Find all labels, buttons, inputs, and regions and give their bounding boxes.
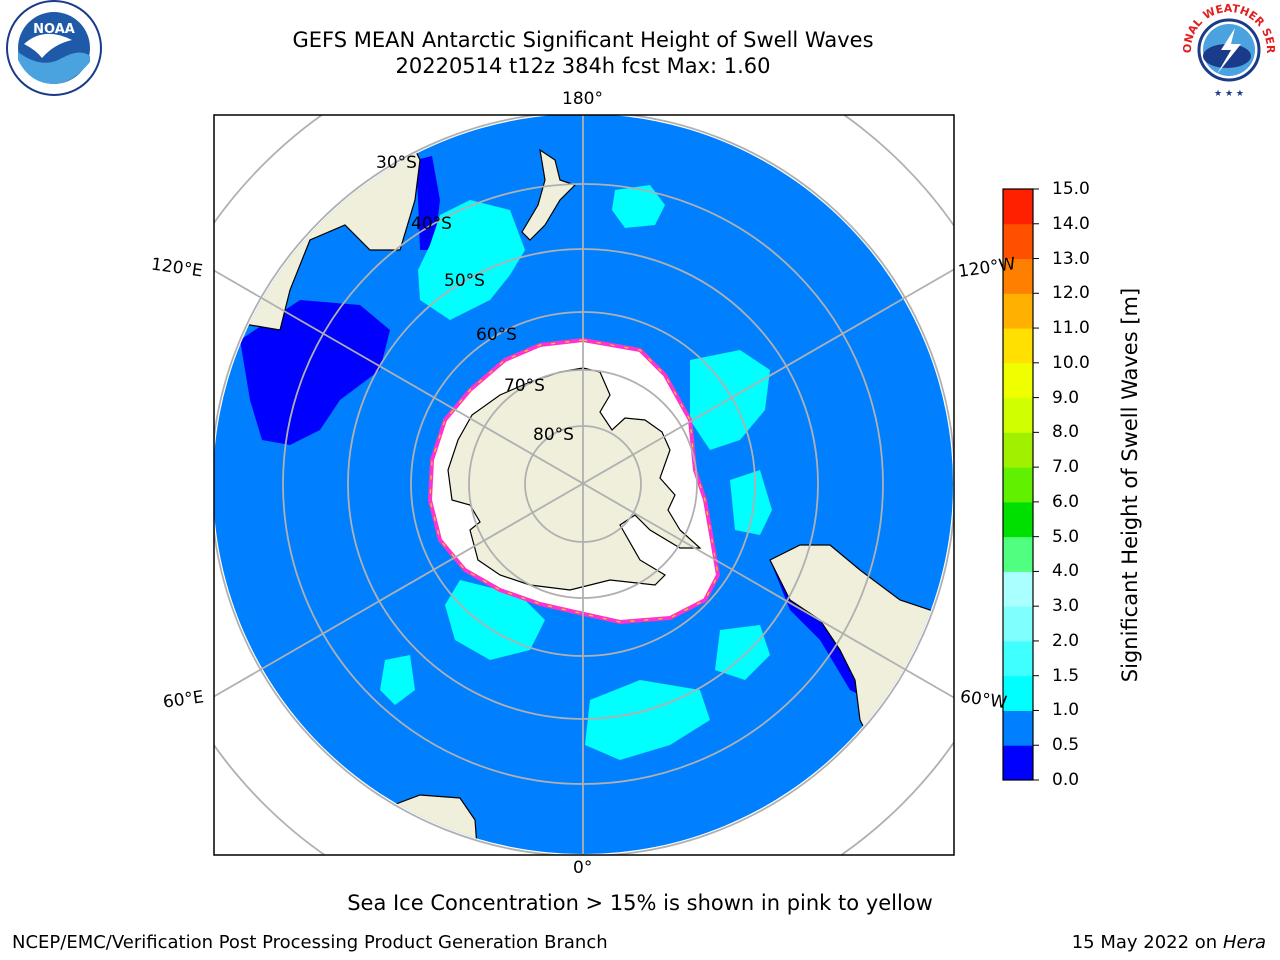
colorbar-tick-label: 0.0	[1052, 770, 1080, 790]
colorbar-segment	[1003, 293, 1033, 329]
swell-mid-patch	[715, 625, 770, 680]
swell-mid-patch	[612, 185, 665, 228]
lon-label-top: 180°	[562, 89, 603, 109]
colorbar-tick-label: 11.0	[1052, 318, 1090, 339]
colorbar-segment	[1003, 223, 1033, 260]
map-subtitle: 20220514 t12z 384h fcst Max: 1.60	[395, 54, 771, 78]
colorbar-segment	[1003, 362, 1033, 399]
swell-low-patch	[416, 156, 440, 250]
nws-logo-icon: NATIONAL WEATHER SERVICE ★ ★ ★	[1177, 0, 1277, 98]
noaa-logo-text: NOAA	[33, 22, 75, 37]
sea-ice-note: Sea Ice Concentration > 15% is shown in …	[347, 891, 933, 915]
colorbar-segment	[1003, 467, 1033, 503]
swell-mid-patch	[380, 655, 415, 705]
colorbar-tick-label: 15.0	[1052, 179, 1090, 199]
colorbar-tick-label: 0.5	[1052, 735, 1080, 756]
colorbar-tick-label: 1.0	[1052, 700, 1080, 721]
colorbar-label-text: Significant Height of Swell Waves [m]	[1118, 287, 1142, 683]
colorbar-segment	[1003, 640, 1033, 677]
graticule	[214, 115, 954, 855]
generation-date-text: 15 May 2022 on	[1071, 932, 1218, 953]
noaa-logo-icon: NOAA	[6, 0, 102, 96]
colorbar-segment	[1003, 675, 1033, 711]
colorbar-segment	[1003, 258, 1033, 294]
swell-mid-patch	[445, 580, 545, 660]
colorbar-segment	[1003, 571, 1033, 607]
colorbar-tick-label: 5.0	[1052, 526, 1080, 547]
colorbar-segment	[1003, 501, 1033, 538]
lat-label-60s: 60°S	[476, 325, 517, 345]
colorbar-segment	[1003, 328, 1033, 364]
map-title: GEFS MEAN Antarctic Significant Height o…	[292, 28, 874, 52]
colorbar-segment	[1003, 397, 1033, 433]
colorbar-tick-label: 8.0	[1052, 422, 1080, 443]
lat-label-40s: 40°S	[411, 214, 452, 234]
colorbar-tick-label: 2.0	[1052, 630, 1080, 651]
colorbar-segment	[1003, 536, 1033, 572]
svg-text:★ ★ ★: ★ ★ ★	[1214, 89, 1244, 98]
lat-label-70s: 70°S	[504, 376, 545, 396]
lat-label-30s: 30°S	[376, 153, 417, 173]
colorbar	[1003, 189, 1033, 781]
colorbar-frame	[1002, 188, 1034, 781]
colorbar-tick-label: 4.0	[1052, 561, 1080, 582]
colorbar-tick-label: 14.0	[1052, 213, 1090, 234]
colorbar-segment	[1003, 745, 1033, 781]
swell-mid-patch	[690, 350, 770, 450]
colorbar-segment	[1003, 606, 1033, 642]
colorbar-tick-label: 1.5	[1052, 665, 1080, 686]
lat-label-80s: 80°S	[533, 425, 574, 445]
colorbar-segment	[1003, 432, 1033, 468]
land-new-zealand	[521, 148, 577, 241]
colorbar-tick-label: 10.0	[1052, 352, 1090, 373]
colorbar-tick-label: 9.0	[1052, 387, 1080, 408]
colorbar-tick-label: 3.0	[1052, 596, 1080, 617]
colorbar-segment	[1003, 710, 1033, 746]
swell-mid-patch	[730, 470, 772, 535]
swell-mid-patch	[585, 680, 710, 760]
colorbar-tick-label: 7.0	[1052, 457, 1080, 478]
colorbar-tick-label: 12.0	[1052, 283, 1090, 304]
lon-label-bottom: 0°	[573, 858, 593, 878]
lat-label-50s: 50°S	[444, 271, 485, 291]
producer-credit: NCEP/EMC/Verification Post Processing Pr…	[12, 932, 608, 953]
swell-mid-patch	[418, 200, 525, 320]
map-frame	[213, 114, 955, 856]
swell-low-patch	[240, 300, 390, 445]
colorbar-tick-label: 6.0	[1052, 491, 1080, 512]
generation-date: 15 May 2022 on Hera	[1072, 932, 1266, 953]
machine-name: Hera	[1222, 932, 1266, 953]
colorbar-tick-label: 13.0	[1052, 248, 1090, 269]
colorbar-segment	[1003, 189, 1033, 225]
